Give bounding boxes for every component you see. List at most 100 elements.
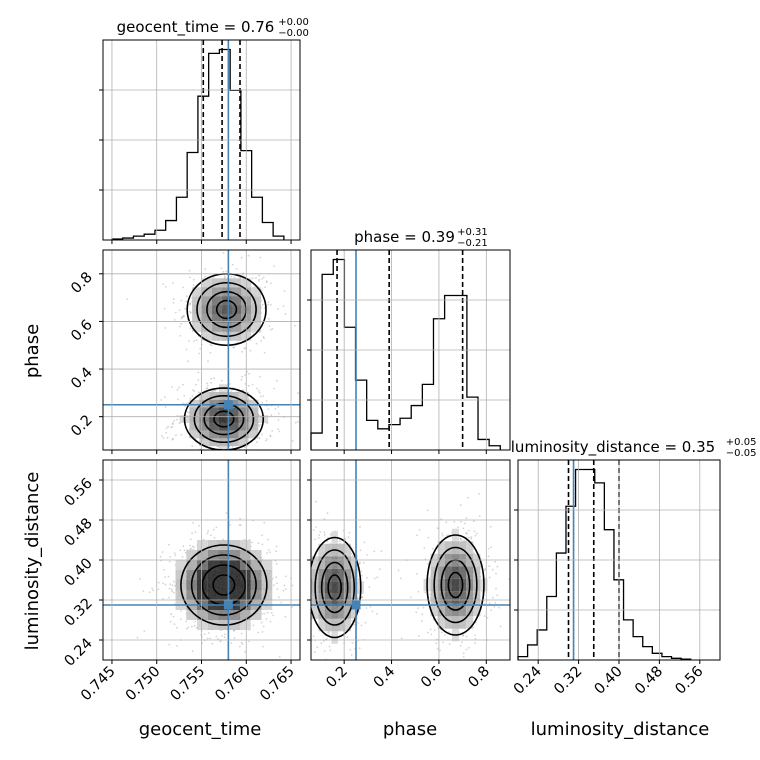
title-minus-error: −0.21 [457,238,488,249]
density-cell [444,566,452,579]
sample-point [191,545,194,548]
sample-point [263,612,266,615]
sample-point [269,435,272,438]
density-cell [199,422,210,431]
sample-point [182,545,185,548]
sample-point [291,440,294,442]
sample-point [273,265,276,267]
density-cell [211,287,222,297]
sample-point [204,268,207,271]
density-content [296,493,510,660]
sample-point [376,613,378,615]
sample-point [191,445,194,447]
sample-point [198,352,201,355]
sample-point [264,286,266,289]
density-cell [251,313,262,323]
sample-point [238,645,241,648]
sample-point [171,423,174,425]
sample-point [261,303,264,306]
sample-point [175,434,177,436]
sample-point [171,584,174,587]
sample-point [175,418,178,421]
y-axis-label-luminosity-distance: luminosity_distance [22,472,43,651]
sample-point [126,298,128,300]
density-cell [189,407,200,416]
injection-marker [223,400,233,410]
sample-point [183,315,185,317]
sample-point [263,521,266,524]
density-content [126,252,299,468]
sample-point [172,282,174,284]
sample-point [308,609,310,611]
density-cell [324,568,332,582]
sample-point [270,414,273,417]
contour-level [193,395,255,444]
sample-point [176,645,178,647]
sample-point [172,455,174,457]
sample-point [474,634,476,637]
density-cell [248,430,259,439]
contour-level [426,534,485,636]
panel-title-geocent-time: geocent_time = 0.76 [117,18,275,37]
density-cell [209,430,219,439]
density-cell [238,438,249,447]
sample-point [265,400,268,402]
sample-point [171,426,174,428]
sample-point [280,601,283,604]
sample-point [421,620,423,623]
histogram-frame [102,39,301,241]
sample-point [271,327,274,330]
sample-point [213,536,216,539]
sample-point [183,395,186,397]
sample-point [294,324,296,327]
sample-point [465,531,467,534]
sample-point [296,613,298,615]
sample-point [251,277,254,279]
sample-point [182,315,185,318]
sample-point [206,466,208,468]
sample-point [474,638,477,640]
sample-point [276,588,279,590]
sample-point [484,567,487,570]
x-axis-label-geocent-time: geocent_time [139,719,262,740]
sample-point [478,515,481,517]
sample-point [277,428,279,431]
sample-point [167,425,170,428]
sample-point [462,527,465,530]
density-cell [459,603,467,617]
sample-point [329,533,332,535]
density-cell [201,322,212,332]
sample-point [212,389,215,392]
sample-point [172,298,175,301]
density-cell [192,287,202,297]
sample-point [164,583,167,586]
sample-point [188,310,191,313]
sample-point [351,620,353,622]
sample-point [189,538,192,541]
density-cell [473,566,481,579]
sample-point [365,607,368,609]
sample-point [468,536,470,539]
sample-point [314,538,316,541]
sample-point [267,317,270,320]
density-cell [231,278,242,288]
density-cell [229,540,241,550]
sample-point [164,576,167,578]
sample-point [465,635,468,638]
sample-point [494,601,497,604]
sample-point [215,526,218,529]
sample-point [426,509,429,512]
sample-point [185,300,188,303]
sample-point [204,275,207,278]
sample-point [193,390,196,392]
density-frame [102,459,301,661]
sample-point [309,582,311,584]
density-cell [444,541,452,554]
sample-point [168,587,171,590]
sample-point [257,542,260,545]
sample-point [243,347,246,350]
sample-point [362,561,365,564]
panels: geocent_time = 0.76 +0.00−0.00 phase = 0.3… [62,17,757,704]
sample-point [277,419,280,421]
sample-point [190,547,192,550]
